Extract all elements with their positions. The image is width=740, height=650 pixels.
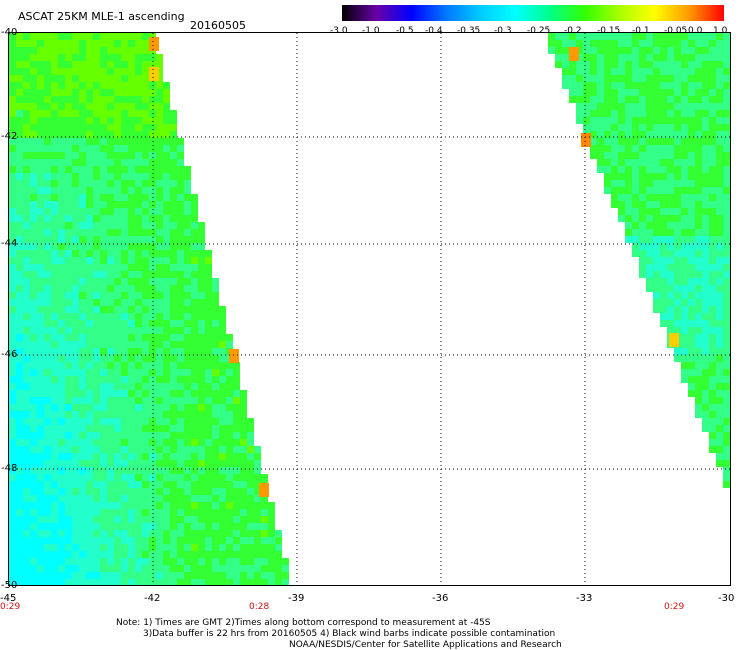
high-value-cell [669,333,679,347]
scale-label: -3.0 [330,26,348,36]
lon-label: -42 [144,593,161,604]
lon-label: -36 [432,593,449,604]
lon-label: -45 [0,593,17,604]
time-label: 0:28 [249,602,270,612]
scale-label: 0.0 [688,26,703,36]
scale-label: -0.5 [396,26,414,36]
lat-label: -46 [1,349,18,360]
mle-swath-map [9,33,730,585]
lat-label: -44 [1,238,18,249]
color-scale-gradient [342,5,724,21]
high-value-cell [259,483,269,497]
time-label: 0:29 [664,602,685,612]
high-value-cell [149,67,159,81]
scale-label: -0.05 [664,26,688,36]
scale-label: -0.4 [425,26,443,36]
lat-label: -48 [1,463,18,474]
lon-label: -33 [576,593,593,604]
scale-label: -0.15 [597,26,621,36]
scale-label: 1.0 [713,26,728,36]
scale-label: -1.0 [362,26,380,36]
lat-label: -40 [1,27,18,38]
scale-label: -0.1 [632,26,650,36]
map-frame [8,32,731,586]
note-line-2: 3)Data buffer is 22 hrs from 20160505 4)… [143,629,556,639]
high-value-cell [229,349,239,363]
lon-label: -39 [288,593,305,604]
note-line-1: Note: 1) Times are GMT 2)Times along bot… [116,618,491,628]
scale-label: -0.2 [564,26,582,36]
swath-cells [9,33,730,585]
map-title: ASCAT 25KM MLE-1 ascending [18,10,185,23]
time-label: 0:29 [0,602,21,612]
lat-label: -50 [1,580,18,591]
high-value-cell [149,37,159,51]
high-value-cell [581,133,591,147]
scale-label: -0.35 [457,26,481,36]
lon-label: -30 [718,593,735,604]
lat-label: -42 [1,131,18,142]
note-line-3: NOAA/NESDIS/Center for Satellite Applica… [289,640,562,650]
scale-label: -0.25 [527,26,551,36]
high-value-cell [569,47,579,61]
color-scale-bar [342,5,724,21]
map-date: 20160505 [190,19,246,32]
scale-label: -0.3 [494,26,512,36]
